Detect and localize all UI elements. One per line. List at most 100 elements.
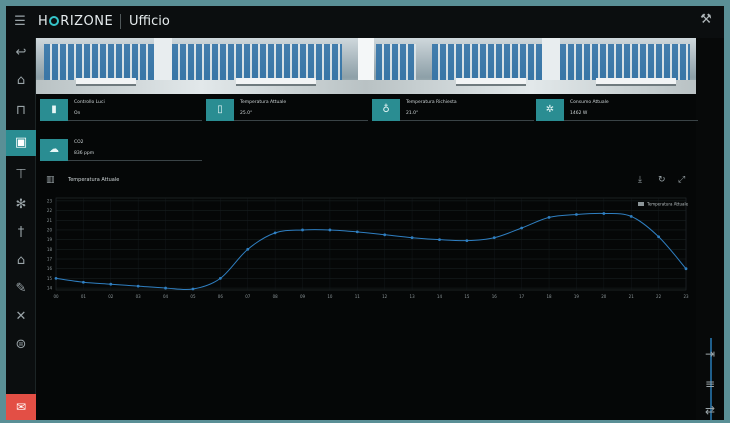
- pencil-icon[interactable]: ✎: [15, 281, 27, 296]
- gamepad-icon[interactable]: ⊜: [15, 337, 27, 352]
- x-tick-label: 18: [546, 294, 552, 299]
- x-tick-label: 17: [519, 294, 525, 299]
- x-tick-label: 14: [437, 294, 443, 299]
- y-tick-label: 21: [47, 218, 53, 223]
- refresh-icon[interactable]: ↻: [658, 175, 666, 185]
- data-point: [54, 276, 58, 280]
- crossed-tools-icon[interactable]: ✕: [15, 309, 27, 324]
- data-point: [684, 267, 688, 271]
- x-tick-label: 05: [190, 294, 196, 299]
- data-point: [383, 233, 387, 237]
- data-point: [547, 215, 551, 219]
- data-point: [109, 282, 113, 286]
- expand-icon[interactable]: ⤢: [678, 175, 686, 185]
- card-co2[interactable]: ☁ CO2 836 ppm: [40, 139, 202, 161]
- x-tick-label: 11: [355, 294, 361, 299]
- home-icon[interactable]: ⌂: [16, 73, 26, 88]
- x-tick-label: 06: [218, 294, 224, 299]
- data-point: [164, 286, 167, 290]
- thermometer-target-icon: ♁: [372, 99, 400, 121]
- card-consumption[interactable]: ✲ Consumo Attuale 1462 W: [536, 99, 698, 121]
- data-point: [273, 231, 277, 235]
- exit-icon[interactable]: ⇥: [704, 347, 716, 361]
- y-tick-label: 15: [47, 276, 53, 281]
- card-light-control[interactable]: ▮ Controllo Luci On: [40, 99, 202, 121]
- app-window: ☰ H RIZONE Ufficio ⚒ ↩ ⌂ ⊓ ▣ ⊤ ✻ † ⌂ ✎ ✕ …: [6, 6, 724, 420]
- gear-icon: ✲: [536, 99, 564, 121]
- x-tick-label: 01: [81, 294, 87, 299]
- x-tick-label: 03: [136, 294, 142, 299]
- card-label: CO2: [74, 140, 84, 145]
- y-tick-label: 23: [47, 198, 53, 203]
- data-point: [520, 226, 524, 230]
- house-outline-icon[interactable]: ⌂: [16, 253, 26, 268]
- y-tick-label: 14: [47, 286, 53, 291]
- data-point: [438, 238, 441, 242]
- sofa-icon[interactable]: ⊓: [15, 103, 27, 118]
- swap-icon[interactable]: ⇄: [704, 403, 716, 417]
- data-point: [492, 236, 496, 240]
- legend-label: Temperatura Attuale: [646, 202, 689, 207]
- wrench-icon[interactable]: ⚒: [700, 12, 712, 27]
- list-icon[interactable]: ≡: [704, 377, 716, 391]
- data-point: [602, 212, 606, 215]
- data-point: [136, 284, 140, 288]
- x-tick-label: 21: [629, 294, 635, 299]
- chart-title: Temperatura Attuale: [68, 177, 120, 183]
- tools-icon[interactable]: ⊤: [15, 167, 27, 182]
- fan-icon[interactable]: ✻: [15, 197, 27, 212]
- logo: H RIZONE: [38, 14, 113, 29]
- data-point: [81, 280, 85, 284]
- x-tick-label: 02: [108, 294, 114, 299]
- y-tick-label: 17: [47, 257, 53, 262]
- co2-cloud-icon: ☁: [40, 139, 68, 161]
- data-point: [355, 230, 359, 234]
- light-icon: ▮: [40, 99, 68, 121]
- card-value: 836 ppm: [74, 151, 95, 156]
- chat-icon[interactable]: ✉: [6, 394, 36, 420]
- x-tick-label: 09: [300, 294, 306, 299]
- series-line: [55, 212, 687, 291]
- card-value: 25.0°: [240, 111, 253, 116]
- x-tick-label: 19: [574, 294, 580, 299]
- data-point: [191, 287, 195, 291]
- page-title: Ufficio: [120, 14, 170, 29]
- x-tick-label: 12: [382, 294, 388, 299]
- y-tick-label: 18: [47, 247, 53, 252]
- card-value: 1462 W: [570, 111, 588, 116]
- office-icon[interactable]: ▣: [6, 130, 36, 156]
- thermometer-icon: ▯: [206, 99, 234, 121]
- x-tick-label: 16: [492, 294, 498, 299]
- data-point: [218, 276, 222, 280]
- card-requested-temp[interactable]: ♁ Temperatura Richiesta 21.0°: [372, 99, 534, 121]
- download-icon[interactable]: ⤓: [638, 175, 642, 185]
- logo-suffix: RIZONE: [60, 14, 114, 29]
- chart-legend: Temperatura Attuale: [638, 202, 689, 207]
- pin-icon[interactable]: †: [17, 225, 25, 240]
- plot-frame: [55, 197, 687, 291]
- card-label: Controllo Luci: [74, 100, 105, 105]
- card-label: Consumo Attuale: [570, 100, 609, 105]
- x-tick-label: 15: [464, 294, 470, 299]
- x-tick-label: 13: [410, 294, 416, 299]
- data-point: [629, 215, 633, 218]
- x-tick-label: 23: [683, 294, 689, 299]
- logo-prefix: H: [38, 14, 49, 29]
- card-label: Temperatura Richiesta: [406, 100, 457, 105]
- sidebar: ↩ ⌂ ⊓ ▣ ⊤ ✻ † ⌂ ✎ ✕ ⊜ ✉: [6, 38, 36, 420]
- data-point: [657, 235, 661, 239]
- card-current-temp[interactable]: ▯ Temperatura Attuale 25.0°: [206, 99, 368, 121]
- back-icon[interactable]: ↩: [15, 45, 27, 60]
- right-rail: ⇥ ≡ ⇄: [696, 38, 724, 420]
- data-point: [328, 228, 332, 232]
- hamburger-icon[interactable]: ☰: [14, 14, 26, 29]
- rail-accent: [710, 338, 712, 420]
- bar-chart-icon: ▥: [46, 175, 55, 185]
- room-banner-image: [36, 38, 696, 94]
- x-tick-label: 22: [656, 294, 662, 299]
- x-tick-label: 08: [273, 294, 279, 299]
- x-tick-label: 07: [245, 294, 251, 299]
- data-point: [410, 236, 414, 240]
- y-tick-label: 19: [47, 237, 53, 242]
